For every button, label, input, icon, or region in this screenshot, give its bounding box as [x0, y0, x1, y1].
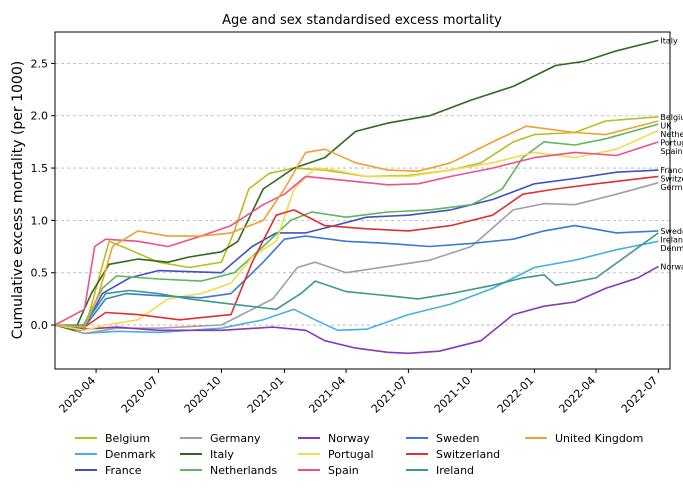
legend-item: Germany [180, 432, 261, 445]
series-line-belgium [54, 116, 659, 332]
series-lines [54, 39, 659, 355]
series-line-portugal [54, 129, 659, 332]
series-line-united-kingdom [54, 120, 659, 328]
y-tick-label: 1.0 [31, 214, 49, 227]
y-tick-label: 0.5 [31, 267, 49, 280]
chart-title: Age and sex standardised excess mortalit… [222, 13, 502, 28]
series-line-spain [54, 141, 659, 326]
x-tick-label: 2022-07 [619, 374, 661, 416]
legend-item: Sweden [406, 432, 479, 445]
grid-lines [55, 62, 670, 326]
series-line-sweden [54, 224, 659, 328]
series-end-label: Ireland [660, 235, 683, 244]
series-line-denmark [54, 240, 659, 335]
legend-item: Portugal [298, 448, 374, 461]
series-end-label: Switzerland [660, 175, 683, 184]
y-tick-label: 0.0 [31, 319, 49, 332]
legend-item: France [75, 464, 142, 477]
series-end-label: Spain [660, 147, 682, 156]
legend-label: Portugal [328, 448, 374, 461]
y-tick-label: 1.5 [31, 162, 49, 175]
series-end-label: Norway [660, 262, 683, 271]
x-axis-ticks: 2020-04 2020-07 2020-10 2021-01 2021-04 2021-… [57, 369, 661, 416]
legend-label: Italy [210, 448, 234, 461]
y-tick-label: 2.5 [31, 57, 49, 70]
legend-item: Belgium [75, 432, 150, 445]
legend-label: France [105, 464, 142, 477]
x-tick-label: 2021-10 [432, 374, 474, 416]
legend-label: Belgium [105, 432, 150, 445]
series-end-label: Denmark [660, 244, 683, 253]
x-tick-label: 2022-01 [495, 374, 537, 416]
legend-item: Netherlands [180, 464, 277, 477]
legend: Belgium Denmark France Germany Italy Netherla… [75, 432, 643, 477]
legend-label: Ireland [436, 464, 474, 477]
legend-label: Germany [210, 432, 261, 445]
series-end-label: Belgium [660, 113, 683, 122]
series-line-france [54, 169, 659, 328]
series-line-switzerland [54, 175, 659, 328]
series-end-labels: Italy BelgiumUKNetherlandsPortugalSpain Fr… [660, 36, 683, 271]
series-line-germany [54, 181, 659, 335]
x-tick-label: 2021-07 [369, 374, 411, 416]
series-end-label: Portugal [660, 138, 683, 147]
series-line-italy [54, 39, 659, 332]
series-end-label: Netherlands [660, 130, 683, 139]
series-line-norway [54, 265, 659, 355]
legend-item: Spain [298, 464, 359, 477]
legend-item: Denmark [75, 448, 156, 461]
series-end-label: UK [660, 121, 672, 130]
legend-item: Ireland [406, 464, 474, 477]
series-line-netherlands [54, 123, 659, 332]
series-line-ireland [55, 232, 659, 326]
legend-label: Spain [328, 464, 359, 477]
legend-label: United Kingdom [555, 432, 643, 445]
legend-label: Switzerland [436, 448, 500, 461]
legend-label: Sweden [436, 432, 479, 445]
legend-item: Switzerland [406, 448, 500, 461]
x-tick-label: 2021-01 [245, 374, 287, 416]
x-tick-label: 2022-04 [556, 374, 598, 416]
legend-item: United Kingdom [525, 432, 643, 445]
x-tick-label: 2020-04 [57, 374, 99, 416]
series-end-label: Italy [660, 36, 678, 45]
y-axis-ticks: 0.0 0.5 1.0 1.5 2.0 2.5 [31, 57, 55, 332]
legend-label: Netherlands [210, 464, 277, 477]
legend-label: Norway [328, 432, 370, 445]
x-tick-label: 2020-10 [182, 374, 224, 416]
x-tick-label: 2020-07 [119, 374, 161, 416]
x-tick-label: 2021-04 [306, 374, 348, 416]
y-tick-label: 2.0 [31, 110, 49, 123]
legend-item: Italy [180, 448, 234, 461]
y-axis-label: Cumulative excess mortality (per 1000) [10, 61, 26, 339]
legend-label: Denmark [105, 448, 156, 461]
series-end-label: Sweden [660, 227, 683, 236]
series-end-label: France [660, 166, 683, 175]
legend-item: Norway [298, 432, 370, 445]
series-end-label: Germany [660, 183, 683, 192]
plot-frame [54, 31, 671, 370]
